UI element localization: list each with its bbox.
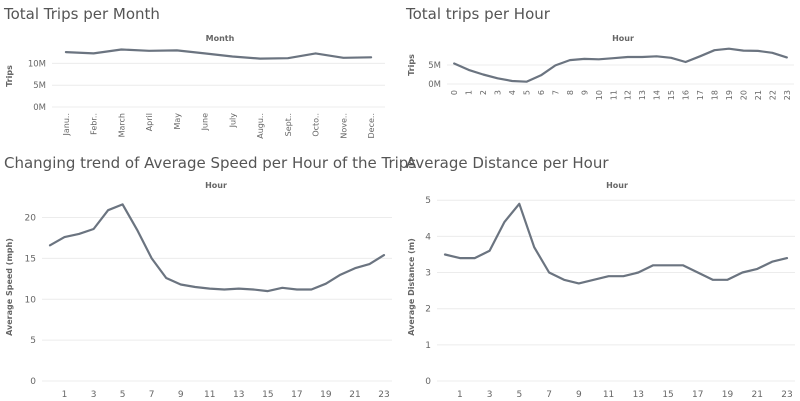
x-tick-label: 11 (603, 390, 614, 400)
x-tick-label: 1 (62, 390, 68, 400)
x-tick-label: 4 (508, 90, 517, 95)
x-tick-label: 5 (516, 390, 522, 400)
x-tick-label: 3 (487, 390, 493, 400)
x-tick-label: 0 (450, 90, 459, 95)
x-tick-label: 15 (262, 390, 273, 400)
y-tick-label: 0M (428, 80, 441, 90)
x-tick-label: 13 (638, 90, 647, 100)
x-tick-label: 14 (653, 90, 662, 100)
chart-title-trips-hour: Total trips per Hour (406, 5, 550, 23)
y-tick-label: 10M (28, 59, 46, 69)
y-tick-label: 3 (425, 269, 431, 279)
x-tick-label: 2 (479, 90, 488, 95)
x-tick-label: 5 (120, 390, 126, 400)
x-tick-label: 21 (754, 90, 763, 100)
x-tick-label: 19 (725, 90, 734, 100)
x-tick-label: Dece.. (367, 113, 376, 139)
x-tick-label: Febr.. (90, 113, 99, 135)
x-tick-label: 17 (696, 90, 705, 100)
axis-header-label: Hour (612, 34, 634, 43)
x-tick-label: 21 (349, 390, 360, 400)
y-tick-label: 5 (30, 336, 36, 346)
axis-header-label: Hour (606, 181, 628, 190)
x-tick-label: 19 (722, 390, 734, 400)
x-tick-label: 5 (523, 90, 532, 95)
x-tick-label: Nove.. (339, 113, 348, 139)
chart-title-speed-hour: Changing trend of Average Speed per Hour… (4, 154, 417, 172)
y-tick-label: 2 (425, 305, 431, 315)
trips-per-month-chart: Month Trips 0M 5M 10M Janu.. Febr.. March April M… (5, 34, 385, 139)
x-tick-label: 21 (752, 390, 763, 400)
x-tick-label: 7 (551, 90, 560, 95)
x-tick-label: 17 (291, 390, 302, 400)
y-tick-label: 5M (428, 61, 441, 71)
y-axis-title: Trips (5, 65, 14, 87)
y-tick-label: 15 (25, 254, 36, 264)
series-line (48, 203, 386, 293)
y-tick-label: 4 (425, 232, 431, 242)
x-tick-label: Janu.. (62, 113, 71, 137)
x-tick-label: 15 (667, 90, 676, 100)
x-tick-label: Sept.. (284, 113, 293, 136)
x-tick-label: 9 (580, 90, 589, 95)
chart-title-trips-month: Total Trips per Month (4, 5, 160, 23)
x-tick-label: 7 (149, 390, 155, 400)
x-tick-label: 20 (739, 90, 748, 100)
y-tick-label: 0M (33, 103, 46, 113)
y-tick-label: 10 (25, 295, 37, 305)
x-tick-label: July (228, 113, 237, 129)
x-tick-label: 18 (710, 90, 719, 100)
series-line (443, 202, 789, 285)
x-tick-label: 17 (692, 390, 703, 400)
x-tick-label: 11 (609, 90, 618, 100)
x-tick-label: April (145, 113, 154, 131)
x-tick-label: 9 (576, 390, 582, 400)
x-tick-label: 7 (546, 390, 552, 400)
x-tick-label: 19 (320, 390, 332, 400)
x-tick-label: 16 (682, 90, 691, 100)
x-tick-label: 3 (91, 390, 97, 400)
x-tick-label: Augu.. (256, 113, 265, 139)
x-tick-label: 13 (633, 390, 644, 400)
x-tick-label: May (173, 113, 182, 130)
series-line (64, 48, 373, 60)
y-tick-label: 5 (425, 196, 431, 206)
y-tick-label: 20 (25, 214, 37, 224)
axis-header-label: Hour (205, 181, 227, 190)
y-axis-title: Average Speed (mph) (5, 238, 14, 336)
x-tick-label: 23 (783, 90, 792, 100)
x-tick-label: 1 (465, 90, 474, 95)
x-tick-label: 22 (768, 90, 777, 100)
x-tick-label: Octo.. (312, 113, 321, 137)
x-tick-label: 13 (233, 390, 244, 400)
x-tick-label: 8 (566, 90, 575, 95)
y-tick-label: 1 (425, 341, 431, 351)
x-tick-label: 11 (204, 390, 215, 400)
x-tick-label: 9 (178, 390, 184, 400)
y-tick-label: 0 (425, 377, 431, 387)
x-tick-label: 12 (624, 90, 633, 100)
x-tick-label: 3 (494, 90, 503, 95)
y-axis-title: Average Distance (m) (407, 238, 416, 336)
y-tick-label: 0 (30, 377, 36, 387)
x-tick-label: 23 (781, 390, 792, 400)
y-axis-title: Trips (407, 54, 416, 76)
series-line (453, 47, 788, 83)
axis-header-label: Month (206, 34, 235, 43)
x-tick-label: 23 (378, 390, 389, 400)
chart-title-distance-hour: Average Distance per Hour (406, 154, 609, 172)
y-tick-label: 5M (33, 81, 46, 91)
x-tick-label: 1 (457, 390, 463, 400)
x-tick-label: 15 (662, 390, 673, 400)
x-tick-label: March (117, 113, 126, 137)
x-tick-label: 6 (537, 90, 546, 95)
x-tick-label: June (201, 113, 210, 132)
x-tick-label: 10 (595, 90, 604, 100)
